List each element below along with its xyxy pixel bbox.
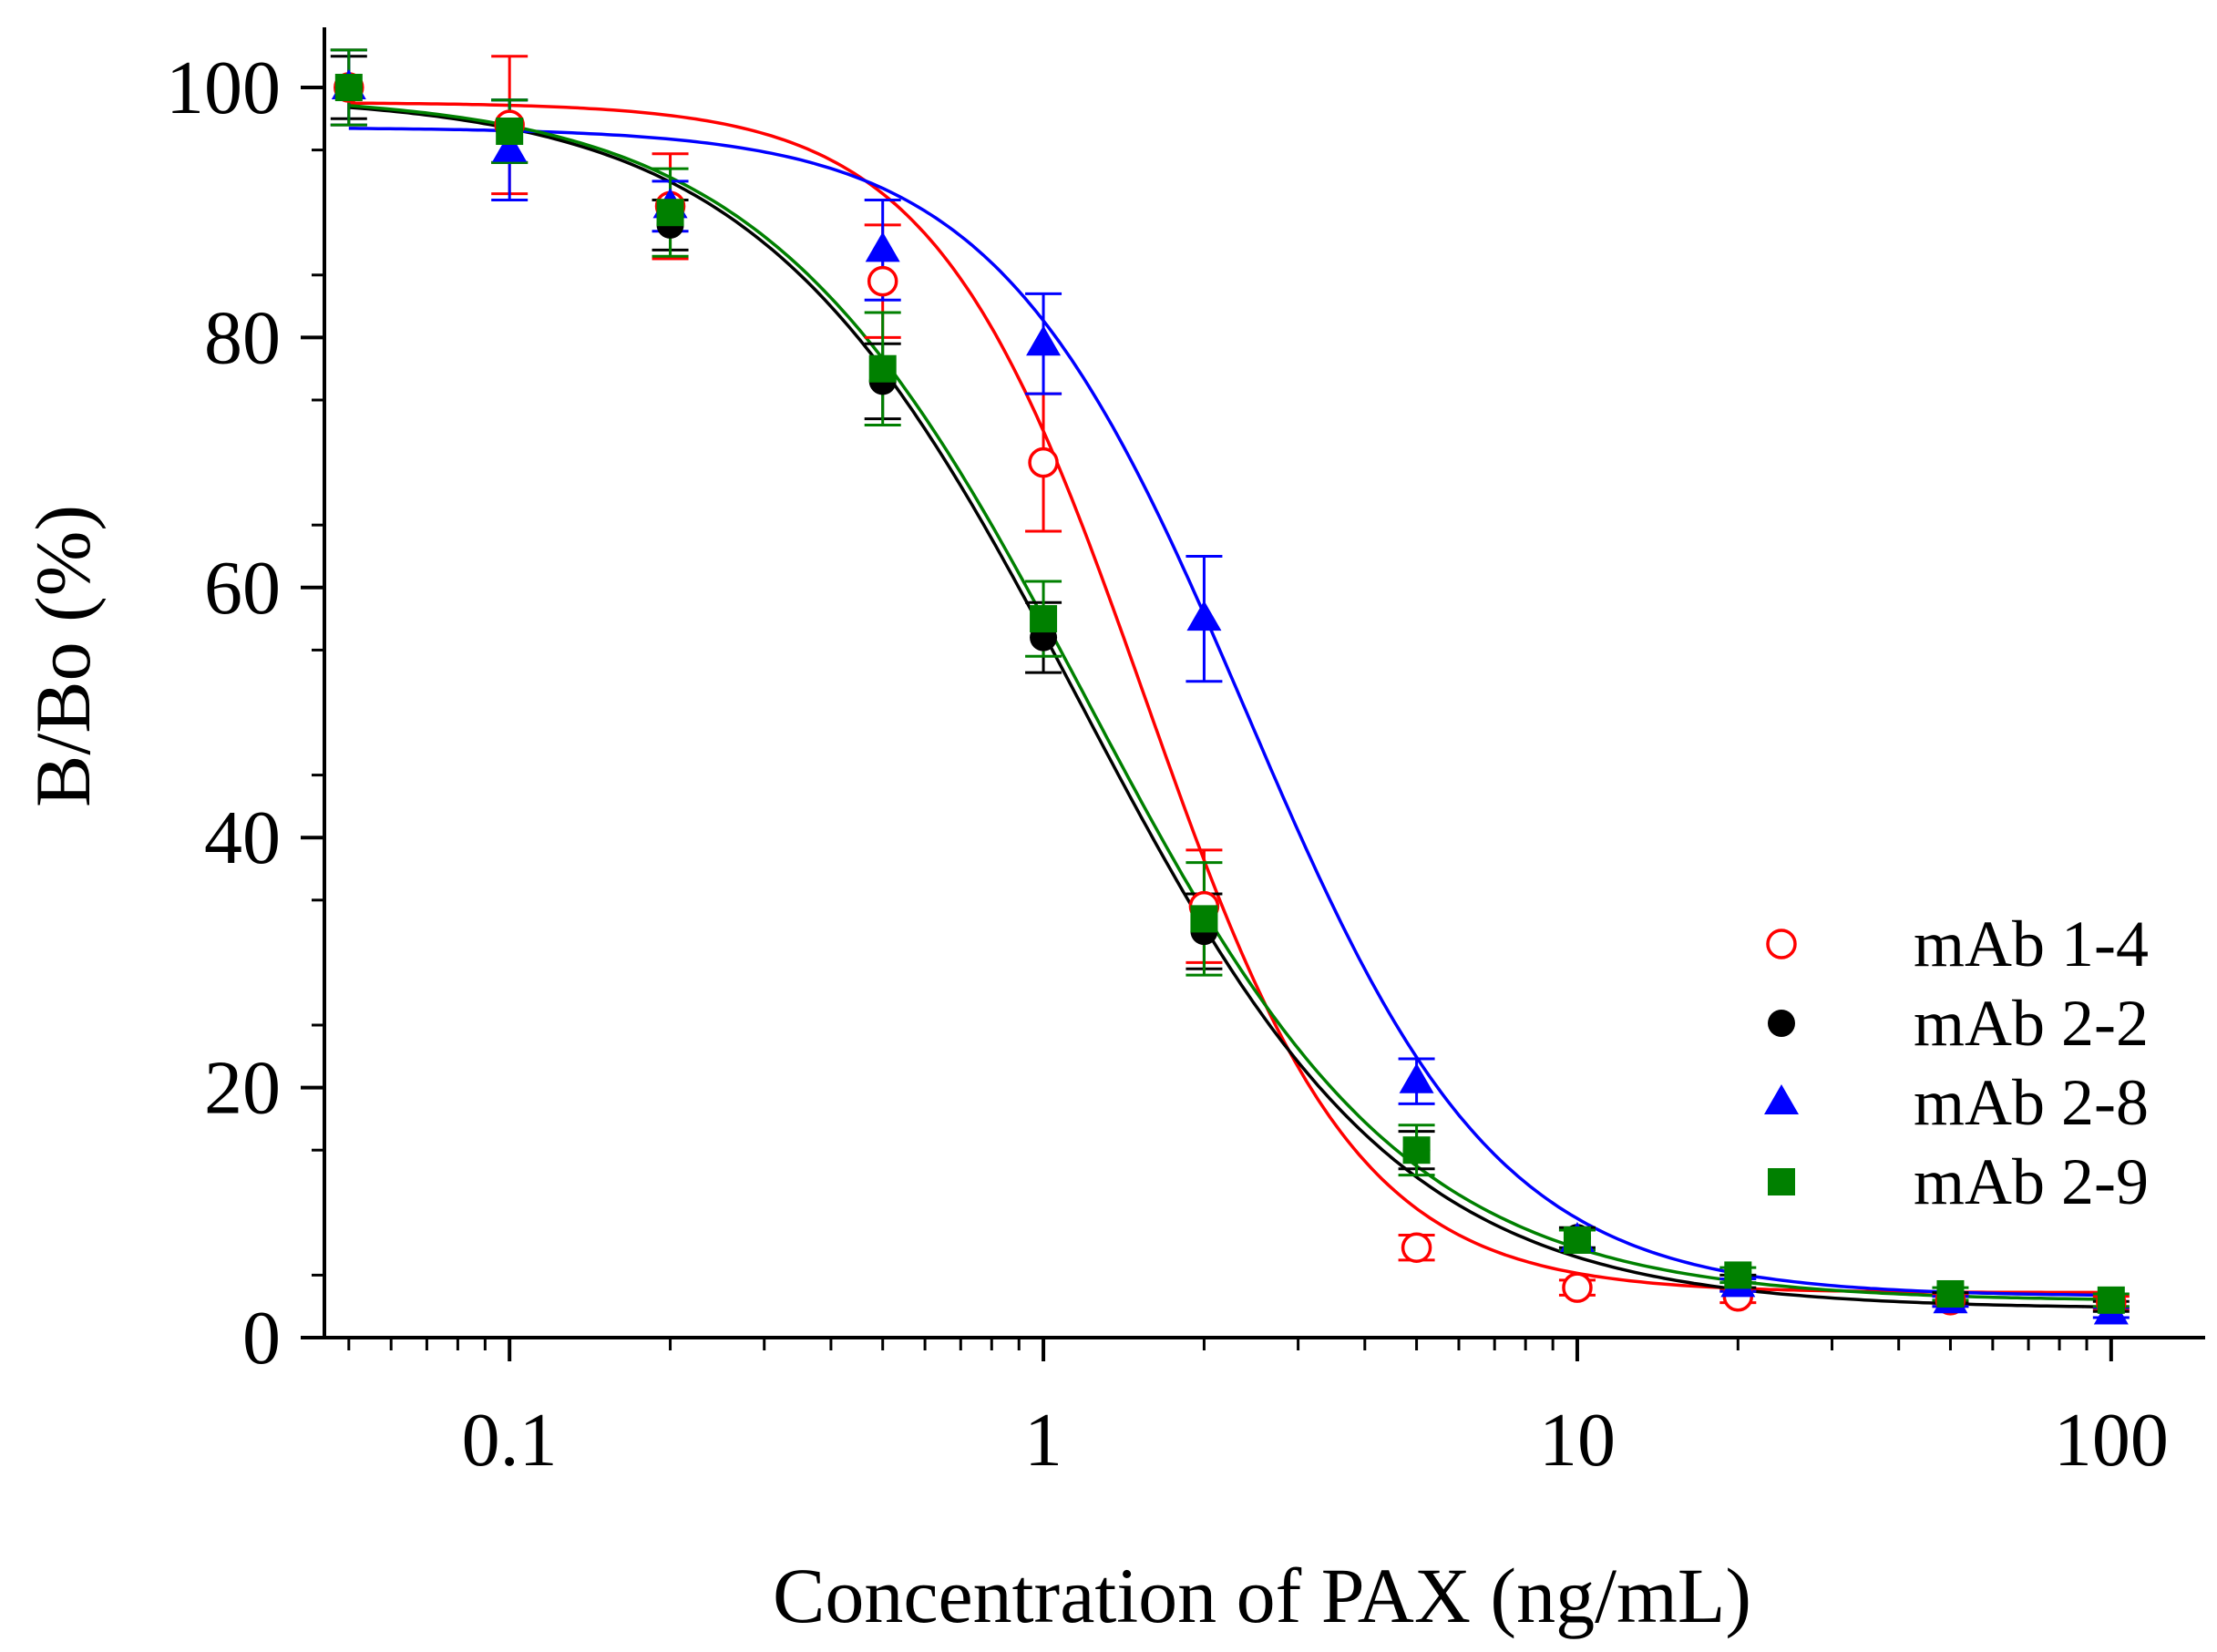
fit-curve-mAb-1-4 [348,101,2111,1295]
legend-entry: mAb 2-8 [1764,1066,2149,1139]
data-point-mAb-1-4 [1562,1272,1593,1303]
data-point-mAb-2-8 [1399,1062,1434,1093]
legend-entry: mAb 2-2 [1768,987,2149,1060]
y-tick-label: 0 [242,1296,281,1380]
x-tick-label: 100 [2054,1398,2169,1483]
y-tick-label: 20 [204,1046,281,1131]
data-point-mAb-2-9 [1563,1226,1591,1254]
y-tick-label: 40 [204,795,281,880]
legend-label: mAb 1-4 [1914,908,2149,980]
data-point-mAb-2-8 [492,131,528,162]
legend-marker [1768,1010,1795,1037]
data-point-mAb-2-8 [1186,600,1222,631]
fit-curve-mAb-2-9 [348,104,2111,1301]
data-point-mAb-2-9 [1936,1279,1965,1308]
fit-curve-mAb-2-2 [348,106,2111,1309]
legend-label: mAb 2-2 [1914,987,2149,1060]
error-bars [330,48,2130,1319]
data-point-mAb-2-9 [1724,1261,1752,1289]
fit-curve-mAb-2-8 [348,127,2111,1298]
fit-curves [348,101,2111,1309]
data-point-mAb-2-9 [1030,605,1058,633]
x-tick-label: 10 [1539,1398,1616,1483]
data-point-mAb-2-8 [1026,325,1062,356]
legend-marker [1768,1168,1795,1195]
legend-entry: mAb 2-9 [1768,1145,2149,1218]
y-tick-label: 60 [204,546,281,631]
data-point-mAb-2-8 [865,231,900,262]
data-point-mAb-2-9 [496,118,524,146]
data-point-mAb-2-9 [2097,1286,2125,1314]
axes [323,27,2205,1339]
data-point-mAb-1-4 [1401,1232,1432,1263]
y-tick-label: 80 [204,295,281,380]
legend-marker [1764,1084,1799,1114]
y-tick-label: 100 [166,46,281,130]
legend-entry: mAb 1-4 [1766,908,2149,980]
data-point-mAb-1-4 [1028,446,1059,478]
data-point-mAb-2-9 [1402,1136,1431,1165]
legend-marker [1766,929,1797,959]
x-axis-title: Concentration of PAX (ng/mL) [773,1552,1751,1639]
data-point-mAb-1-4 [867,265,898,297]
data-point-mAb-2-9 [334,74,363,101]
data-point-mAb-2-9 [656,199,684,227]
tick-marks [301,86,2113,1361]
data-point-mAb-2-9 [1190,905,1218,933]
data-point-mAb-2-9 [868,354,897,383]
data-points [331,69,2129,1325]
legend-label: mAb 2-9 [1914,1145,2149,1218]
x-tick-label: 1 [1024,1398,1062,1483]
y-axis-title: B/Bo (%) [19,505,107,807]
legend-label: mAb 2-8 [1914,1066,2149,1139]
tick-labels: 0.1 1 10 100 0 20 40 60 80 100 [166,46,2169,1483]
x-tick-label: 0.1 [462,1398,558,1483]
